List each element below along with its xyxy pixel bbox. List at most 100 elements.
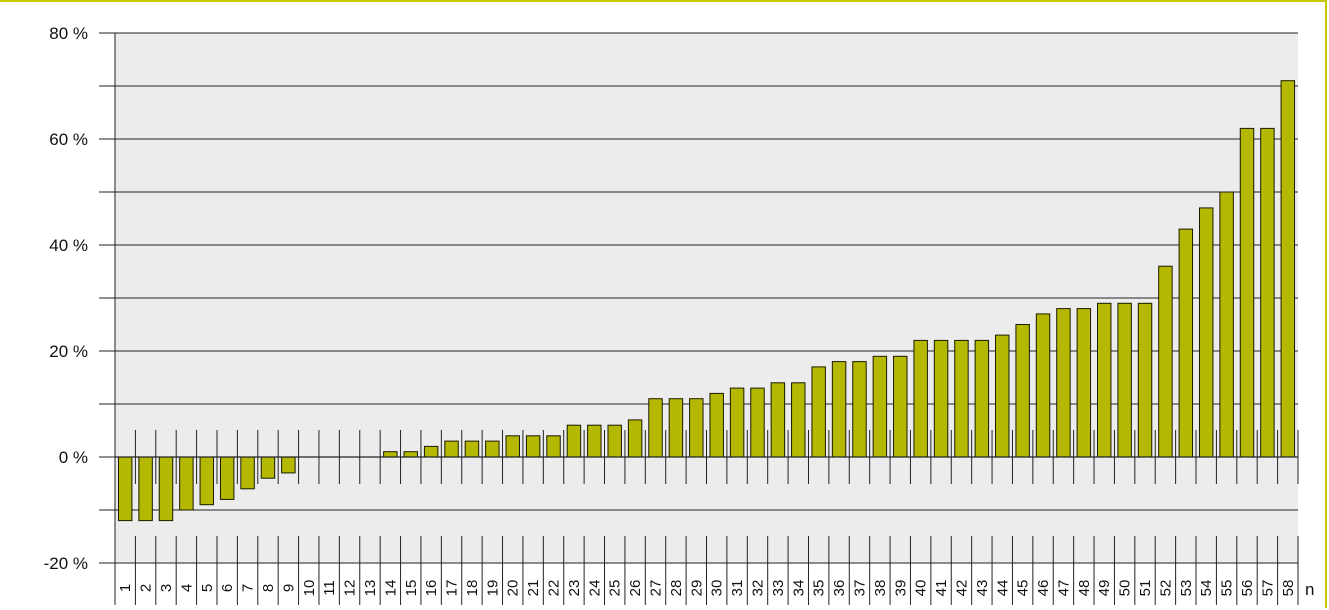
bar: [1280, 80, 1296, 458]
y-tick-label: 60 %: [49, 130, 88, 149]
bar: [1178, 228, 1194, 458]
y-tick-label: 0 %: [59, 448, 88, 467]
x-tick-label: 17: [444, 580, 461, 597]
x-tick-label: 27: [648, 580, 665, 597]
bar: [158, 456, 174, 522]
x-tick-label: 52: [1157, 580, 1174, 597]
x-tick-label: 39: [892, 580, 909, 597]
x-tick-label: 24: [586, 580, 603, 597]
x-tick-label: 15: [403, 580, 420, 597]
bar: [1219, 191, 1234, 458]
x-axis-label: n: [1305, 580, 1314, 599]
bar: [423, 445, 439, 458]
bar: [648, 398, 663, 458]
bar: [403, 451, 418, 458]
bar: [546, 435, 561, 458]
bar: [1015, 324, 1030, 458]
x-tick-label: 36: [831, 580, 848, 597]
x-tick-label: 10: [301, 580, 318, 597]
bar: [1198, 207, 1214, 458]
bar: [709, 392, 724, 458]
x-tick-label: 23: [566, 580, 583, 597]
x-tick-label: 21: [525, 580, 542, 597]
bar: [954, 339, 969, 458]
x-tick-label: 44: [994, 580, 1011, 597]
x-tick-label: 34: [790, 580, 807, 597]
x-tick-label: 7: [240, 584, 257, 592]
x-tick-label: 16: [423, 580, 440, 597]
x-tick-label: 47: [1055, 580, 1072, 597]
bar: [770, 382, 786, 458]
bar: [525, 435, 541, 458]
bar: [668, 398, 684, 458]
x-tick-label: 22: [546, 580, 563, 597]
bar: [872, 355, 888, 458]
bar: [240, 456, 255, 490]
x-tick-label: 11: [321, 580, 338, 596]
x-tick-label: 9: [280, 584, 297, 592]
y-tick-label: 40 %: [49, 236, 88, 255]
x-tick-label: 12: [342, 580, 359, 597]
x-tick-label: 2: [138, 584, 155, 592]
x-tick-label: 28: [668, 580, 685, 597]
x-tick-label: 45: [1015, 580, 1032, 597]
x-tick-label: 51: [1137, 580, 1154, 597]
bar: [566, 424, 582, 458]
x-tick-label: 19: [484, 580, 501, 597]
x-tick-label: 5: [199, 584, 216, 592]
bar: [995, 334, 1010, 458]
bar: [1076, 308, 1092, 458]
bar: [199, 456, 215, 506]
bar: [281, 456, 296, 474]
x-tick-label: 32: [749, 580, 766, 597]
x-tick-label: 40: [913, 580, 930, 597]
bar: [627, 419, 643, 458]
x-tick-label: 42: [953, 580, 970, 597]
bar: [117, 456, 133, 522]
x-tick-label: 54: [1198, 580, 1215, 597]
bar: [505, 435, 520, 458]
x-tick-label: 3: [158, 584, 175, 592]
x-tick-label: 49: [1096, 580, 1113, 597]
x-tick-label: 13: [362, 580, 379, 597]
bar: [219, 456, 235, 500]
bar: [464, 440, 480, 458]
bar: [587, 424, 602, 458]
x-tick-label: 55: [1219, 580, 1236, 597]
bar: [260, 456, 276, 479]
bar: [1260, 127, 1275, 458]
x-tick-label: 43: [974, 580, 991, 597]
x-tick-label: 4: [178, 584, 195, 592]
x-tick-label: 1: [117, 584, 134, 592]
x-tick-label: 46: [1035, 580, 1052, 597]
x-tick-label: 35: [811, 580, 828, 597]
x-tick-label: 38: [872, 580, 889, 597]
bar: [831, 361, 847, 458]
y-tick-label: 80 %: [49, 24, 88, 43]
bar: [893, 355, 908, 458]
x-tick-label: 57: [1259, 580, 1276, 597]
x-tick-label: 25: [607, 580, 624, 597]
y-tick-label: -20 %: [44, 554, 88, 573]
bar: [1158, 265, 1173, 458]
x-tick-label: 26: [627, 580, 644, 597]
bar: [1137, 302, 1153, 458]
bar: [1035, 313, 1051, 458]
x-tick-label: 20: [505, 580, 522, 597]
x-tick-label: 37: [851, 580, 868, 597]
x-tick-label: 33: [770, 580, 787, 597]
bar: [1239, 127, 1255, 458]
x-tick-label: 18: [464, 580, 481, 597]
bar: [750, 387, 765, 458]
bar: [974, 339, 990, 458]
bar: [1097, 302, 1112, 458]
bar: [791, 382, 806, 458]
x-tick-label: 53: [1178, 580, 1195, 597]
x-tick-label: 58: [1280, 580, 1297, 597]
bar: [383, 451, 398, 458]
x-tick-label: 50: [1117, 580, 1134, 597]
bar: [729, 387, 745, 458]
x-tick-label: 6: [219, 584, 236, 592]
bar: [852, 361, 867, 458]
